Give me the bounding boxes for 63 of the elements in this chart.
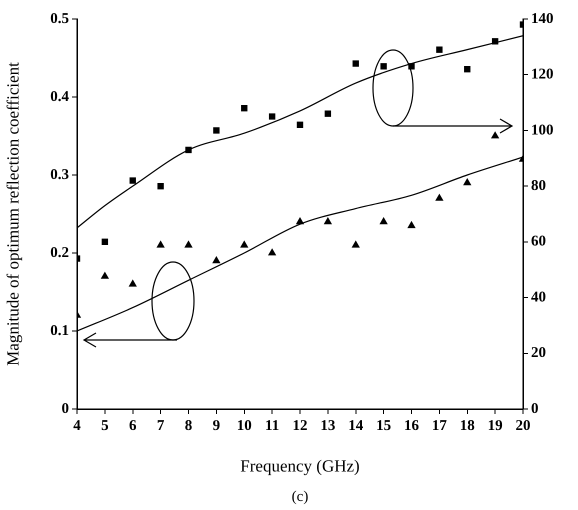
y-axis-title: Magnitude of optimum reflection coefficient — [4, 62, 23, 366]
y-tick-label: 0 — [62, 400, 69, 417]
y2-tick-label: 80 — [531, 178, 546, 194]
point — [240, 240, 248, 248]
x-tick-label: 11 — [265, 418, 280, 434]
point — [128, 280, 137, 287]
text: (c) — [292, 488, 308, 505]
point — [268, 113, 276, 120]
point — [380, 218, 388, 224]
point — [463, 178, 472, 186]
x-tick-label: 13 — [320, 418, 336, 434]
x-tick-label: 4 — [73, 418, 82, 434]
point — [464, 66, 470, 72]
point — [380, 63, 387, 70]
x-tick-label: 19 — [488, 418, 503, 434]
y2-tick-label: 100 — [531, 122, 554, 138]
y2-tick-label: 140 — [531, 10, 554, 27]
y2-tick-label: 20 — [531, 345, 546, 362]
x-tick-label: 9 — [212, 418, 220, 434]
point — [157, 182, 164, 190]
x-tick-label: 20 — [516, 418, 530, 434]
point — [102, 238, 108, 246]
y2-tick-label: 60 — [531, 234, 546, 250]
point — [436, 194, 444, 201]
x-tick-label: 14 — [348, 418, 364, 434]
point — [185, 146, 192, 154]
x-tick-label: 12 — [292, 418, 308, 434]
x-tick-label: 15 — [376, 418, 392, 434]
point — [296, 122, 304, 128]
x-axis-title: Frequency (GHz) — [240, 456, 360, 476]
point — [436, 46, 443, 53]
y2-tick-label: 40 — [531, 289, 546, 306]
x-tick-label: 5 — [101, 418, 109, 434]
y2-tick-label: 0 — [531, 400, 538, 417]
point — [268, 248, 276, 256]
point — [296, 218, 304, 224]
x-tick-label: 7 — [156, 418, 165, 434]
y-tick-label: 0.3 — [50, 166, 69, 183]
x-tick-label: 17 — [432, 418, 448, 434]
point — [130, 177, 136, 184]
point — [184, 240, 192, 248]
point — [352, 240, 360, 248]
x-tick-label: 16 — [404, 418, 420, 434]
point — [212, 256, 220, 264]
point — [324, 110, 332, 117]
point — [101, 272, 109, 279]
y-tick-label: 0.5 — [50, 10, 69, 27]
point — [352, 60, 359, 67]
x-tick-label: 6 — [129, 418, 137, 434]
point — [324, 218, 332, 224]
point — [241, 104, 248, 112]
point — [156, 240, 164, 248]
x-tick-label: 10 — [236, 418, 252, 434]
x-tick-label: 8 — [184, 418, 192, 434]
y-tick-label: 0.4 — [50, 88, 70, 105]
point — [492, 38, 498, 44]
y2-tick-label: 120 — [531, 66, 554, 83]
x-tick-label: 18 — [460, 418, 475, 434]
y-tick-label: 0.1 — [50, 322, 69, 339]
y-tick-label: 0.2 — [50, 244, 69, 261]
point — [408, 221, 416, 228]
point — [491, 132, 499, 138]
point — [213, 127, 220, 134]
